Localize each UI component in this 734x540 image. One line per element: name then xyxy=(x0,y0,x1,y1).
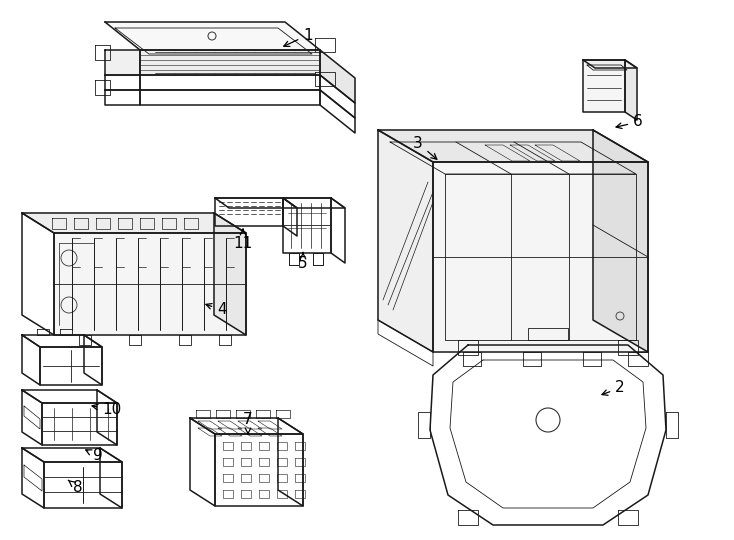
Text: 6: 6 xyxy=(616,114,643,130)
Text: 5: 5 xyxy=(298,253,308,271)
Text: 8: 8 xyxy=(68,480,83,496)
Text: 9: 9 xyxy=(86,449,103,463)
Polygon shape xyxy=(625,60,637,120)
Text: 2: 2 xyxy=(602,381,625,395)
Polygon shape xyxy=(22,213,246,233)
Text: 3: 3 xyxy=(413,136,437,159)
Polygon shape xyxy=(593,130,648,352)
Polygon shape xyxy=(583,60,637,68)
Text: 7: 7 xyxy=(243,413,252,434)
Text: 4: 4 xyxy=(206,302,227,318)
Polygon shape xyxy=(378,130,433,352)
Polygon shape xyxy=(140,50,320,75)
Polygon shape xyxy=(105,22,320,50)
Text: 1: 1 xyxy=(284,28,313,46)
Polygon shape xyxy=(378,130,648,162)
Polygon shape xyxy=(214,213,246,335)
Polygon shape xyxy=(433,162,648,352)
Polygon shape xyxy=(583,60,625,112)
Polygon shape xyxy=(105,50,140,75)
Text: 10: 10 xyxy=(92,402,122,417)
Polygon shape xyxy=(320,50,355,103)
Polygon shape xyxy=(54,233,246,335)
Text: 11: 11 xyxy=(233,230,252,251)
